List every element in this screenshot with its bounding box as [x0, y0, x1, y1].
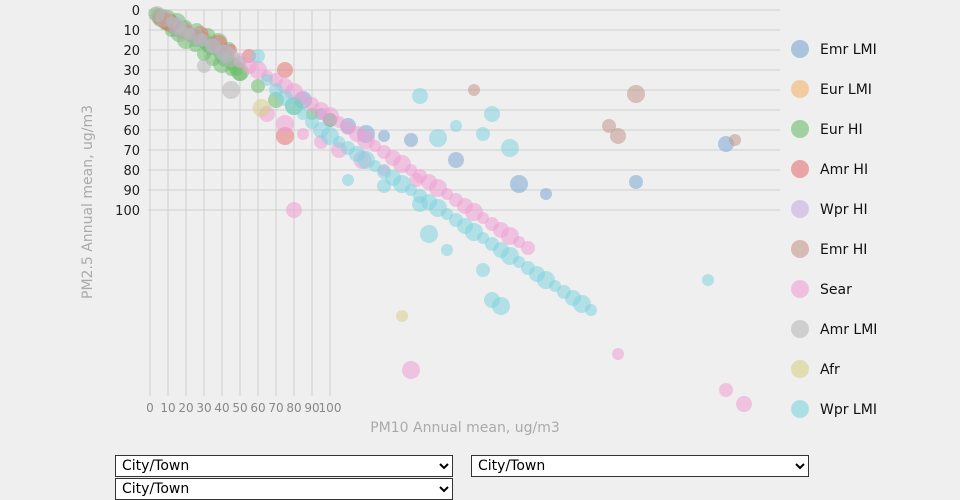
data-point: [234, 56, 246, 68]
legend-label: Wpr HI: [820, 202, 868, 218]
data-point: [729, 134, 741, 146]
data-point: [476, 263, 490, 277]
data-point: [174, 26, 191, 42]
x-tick-label: 20: [178, 401, 193, 415]
x-tick-label: 50: [232, 401, 247, 415]
y-tick-label: 90: [123, 184, 140, 199]
y-axis-ticks: 0 10 20 30 40 50 60 70 80 90 100: [115, 4, 140, 219]
data-point: [476, 127, 490, 141]
data-point: [396, 310, 408, 322]
y-tick-label: 10: [123, 24, 140, 39]
x-tick-label: 10: [160, 401, 175, 415]
data-point: [277, 62, 293, 78]
data-point: [286, 202, 302, 218]
legend-swatch: [791, 40, 809, 58]
data-point: [521, 241, 535, 255]
y-tick-label: 100: [115, 204, 140, 219]
x-tick-label: 60: [250, 401, 265, 415]
y-tick-label: 50: [123, 104, 140, 119]
y-variable-select[interactable]: City/Town: [471, 455, 809, 477]
y-axis-label: PM2.5 Annual mean, ug/m3: [80, 105, 96, 299]
legend-label: Amr LMI: [820, 322, 877, 338]
x-variable-select[interactable]: City/Town: [115, 455, 453, 477]
data-point: [441, 244, 453, 256]
legend-swatch: [791, 400, 809, 418]
size-variable-select[interactable]: City/Town: [115, 478, 453, 500]
y-tick-label: 70: [123, 144, 140, 159]
data-point: [510, 175, 528, 193]
data-point: [501, 139, 519, 157]
legend-swatch: [791, 240, 809, 258]
data-point: [404, 133, 418, 147]
data-point: [585, 304, 597, 316]
data-points: [148, 6, 752, 412]
x-tick-label: 30: [196, 401, 211, 415]
x-tick-label: 100: [319, 401, 342, 415]
data-point: [540, 188, 552, 200]
data-point: [736, 396, 752, 412]
data-point: [251, 79, 265, 93]
data-point: [197, 59, 211, 73]
data-point: [342, 174, 354, 186]
data-point: [378, 130, 390, 142]
data-point: [297, 108, 309, 120]
legend-label: Wpr LMI: [820, 402, 877, 418]
y-tick-label: 60: [123, 124, 140, 139]
data-point: [261, 74, 273, 86]
data-point: [251, 49, 265, 63]
x-tick-label: 80: [286, 401, 301, 415]
data-point: [429, 129, 447, 147]
data-point: [450, 120, 462, 132]
data-point: [448, 152, 464, 168]
data-point: [719, 383, 733, 397]
legend-swatch: [791, 360, 809, 378]
x-tick-label: 70: [268, 401, 283, 415]
data-point: [492, 297, 510, 315]
data-point: [409, 173, 424, 187]
legend-swatch: [791, 80, 809, 98]
data-point: [627, 85, 645, 103]
legend-label: Emr LMI: [820, 42, 877, 58]
legend-swatch: [791, 320, 809, 338]
y-tick-label: 30: [123, 64, 140, 79]
data-point: [412, 88, 428, 104]
data-point: [602, 119, 616, 133]
y-tick-label: 80: [123, 164, 140, 179]
data-point: [420, 225, 438, 243]
x-axis-label: PM10 Annual mean, ug/m3: [370, 420, 560, 436]
legend-swatch: [791, 200, 809, 218]
y-tick-label: 0: [132, 4, 140, 19]
legend-swatch: [791, 280, 809, 298]
legend-label: Eur LMI: [820, 82, 872, 98]
legend: Emr LMI Eur LMI Eur HI Amr HI Wpr HI Emr HI Se…: [791, 40, 877, 418]
data-point: [297, 128, 309, 140]
data-point: [468, 84, 480, 96]
legend-label: Afr: [820, 362, 840, 378]
data-point: [377, 179, 391, 193]
legend-swatch: [791, 120, 809, 138]
x-tick-label: 90: [304, 401, 319, 415]
legend-swatch: [791, 160, 809, 178]
data-point: [412, 196, 428, 212]
data-point: [222, 81, 240, 99]
legend-label: Eur HI: [820, 122, 863, 138]
legend-label: Amr HI: [820, 162, 868, 178]
data-point: [324, 114, 336, 126]
data-point: [702, 274, 714, 286]
y-tick-label: 20: [123, 44, 140, 59]
legend-label: Sear: [820, 282, 852, 298]
data-point: [484, 106, 500, 122]
data-point: [252, 99, 271, 117]
data-point: [402, 361, 420, 379]
x-tick-label: 0: [146, 401, 154, 415]
data-point: [612, 348, 624, 360]
x-tick-label: 40: [214, 401, 229, 415]
legend-label: Emr HI: [820, 242, 867, 258]
y-tick-label: 40: [123, 84, 140, 99]
data-point: [276, 115, 294, 133]
data-point: [629, 175, 643, 189]
data-point: [610, 128, 626, 144]
